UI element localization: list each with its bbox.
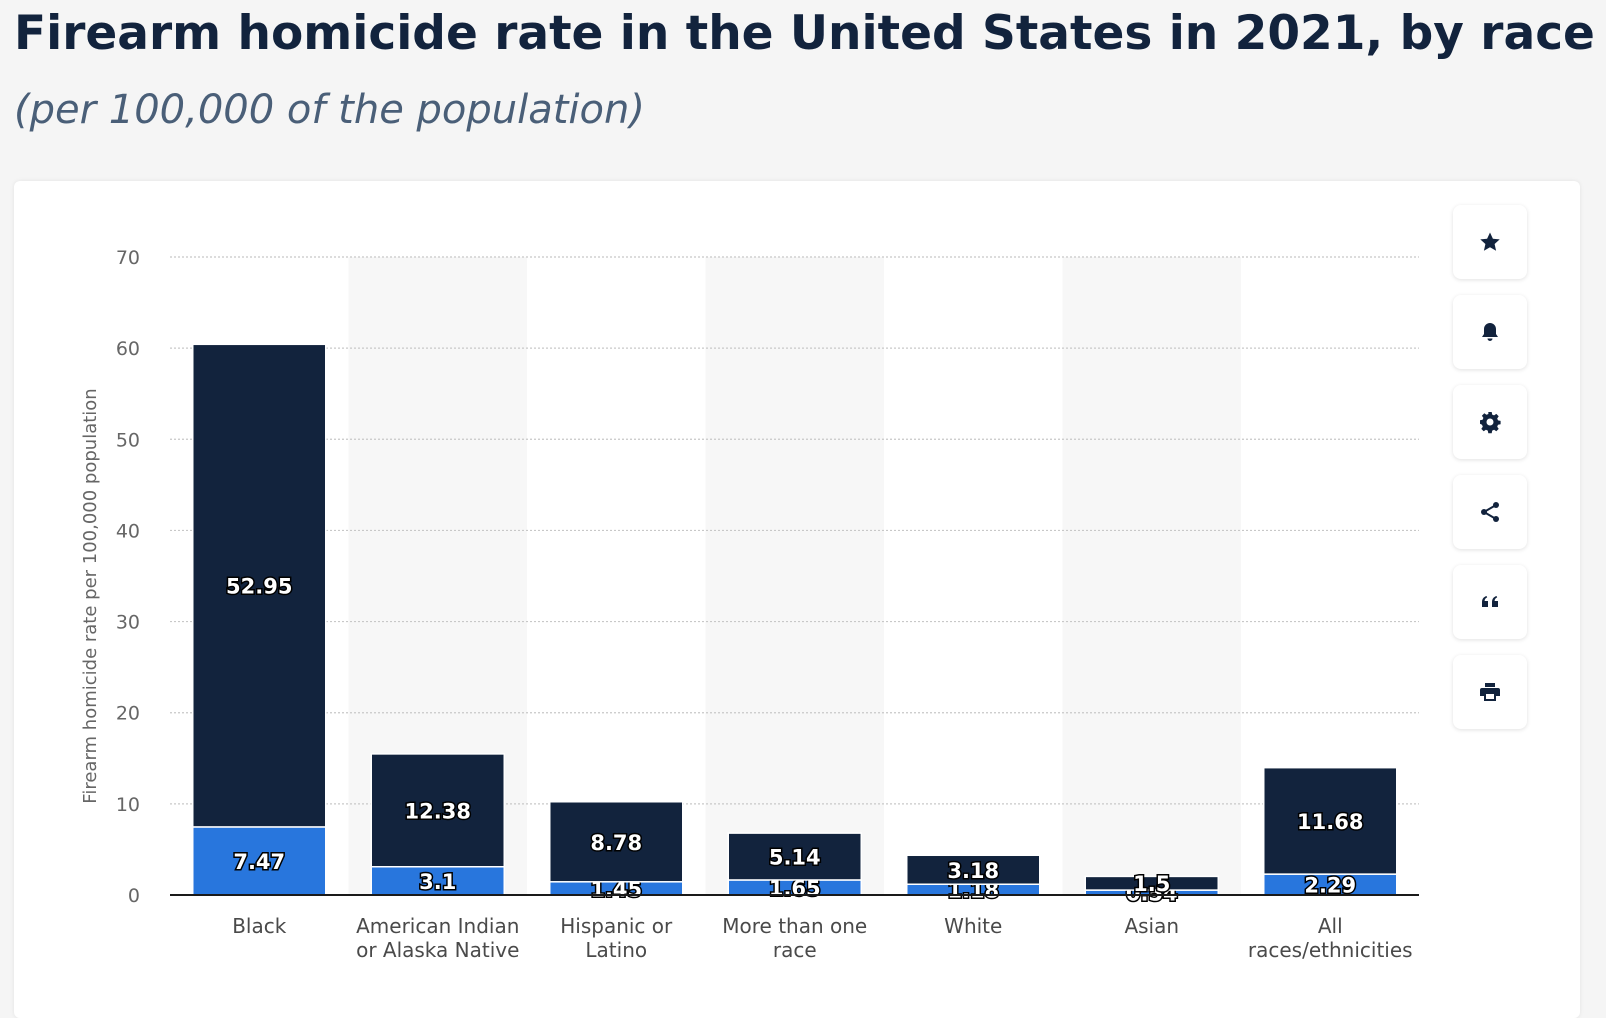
x-tick-label: American Indian: [356, 914, 519, 938]
y-tick-label: 0: [128, 885, 140, 907]
x-tick-label: Black: [232, 914, 287, 938]
y-tick-label: 50: [116, 429, 140, 451]
data-label: 3.1: [419, 870, 456, 894]
category-band: [705, 257, 884, 895]
data-label: 7.47: [233, 850, 285, 874]
data-label: 3.18: [947, 859, 999, 883]
bar-segment-top: [1084, 875, 1219, 891]
bar-segment-top: [549, 801, 684, 883]
page-subtitle: (per 100,000 of the population): [14, 87, 645, 133]
x-tick-label: or Alaska Native: [356, 938, 519, 962]
y-axis-label: Firearm homicide rate per 100,000 popula…: [80, 388, 101, 803]
cite-button[interactable]: [1453, 565, 1527, 639]
chart-card: 0 10 20 30 40 50 60 70 Firearm homicide rate per…: [14, 181, 1580, 1018]
x-tick-label: All: [1318, 914, 1343, 938]
x-tick-label: Latino: [585, 938, 647, 962]
x-tick-label: More than one: [722, 914, 867, 938]
bar-chart[interactable]: 0 10 20 30 40 50 60 70 Firearm homicide rate per…: [14, 181, 1434, 1018]
data-label: 1.5: [1133, 872, 1170, 896]
x-tick-label: White: [944, 914, 1002, 938]
bell-icon: [1482, 323, 1498, 341]
share-button[interactable]: [1453, 475, 1527, 549]
quote-icon: [1482, 596, 1498, 607]
bar-segment-top: [727, 832, 862, 881]
data-label: 11.68: [1297, 810, 1363, 834]
favorite-button[interactable]: [1453, 205, 1527, 279]
data-label: 2.29: [1304, 874, 1356, 898]
y-tick-label: 70: [116, 247, 140, 269]
toolbar: [1453, 205, 1527, 745]
print-button[interactable]: [1453, 655, 1527, 729]
x-tick-label: race: [773, 938, 817, 962]
star-icon: [1480, 232, 1500, 251]
y-tick-label: 20: [116, 703, 140, 725]
bar-segment-top: [906, 854, 1041, 885]
data-label: 5.14: [769, 846, 821, 870]
gear-icon: [1480, 412, 1501, 434]
data-label: 12.38: [405, 799, 471, 823]
data-label: 52.95: [226, 575, 292, 599]
y-tick-label: 10: [116, 794, 140, 816]
x-tick-label: races/ethnicities: [1248, 938, 1413, 962]
notify-button[interactable]: [1453, 295, 1527, 369]
bar-segment-top: [1263, 766, 1398, 875]
bar-segment-top: [192, 343, 327, 828]
bar-segment-top: [370, 753, 505, 868]
page-title: Firearm homicide rate in the United Stat…: [14, 6, 1606, 61]
share-icon: [1481, 502, 1499, 522]
category-band: [1062, 257, 1241, 895]
x-tick-label: Hispanic or: [560, 914, 673, 938]
y-tick-label: 40: [116, 520, 140, 542]
settings-button[interactable]: [1453, 385, 1527, 459]
printer-icon: [1480, 683, 1500, 701]
y-tick-label: 30: [116, 612, 140, 634]
x-tick-label: Asian: [1124, 914, 1179, 938]
data-label: 8.78: [590, 831, 642, 855]
y-tick-label: 60: [116, 338, 140, 360]
